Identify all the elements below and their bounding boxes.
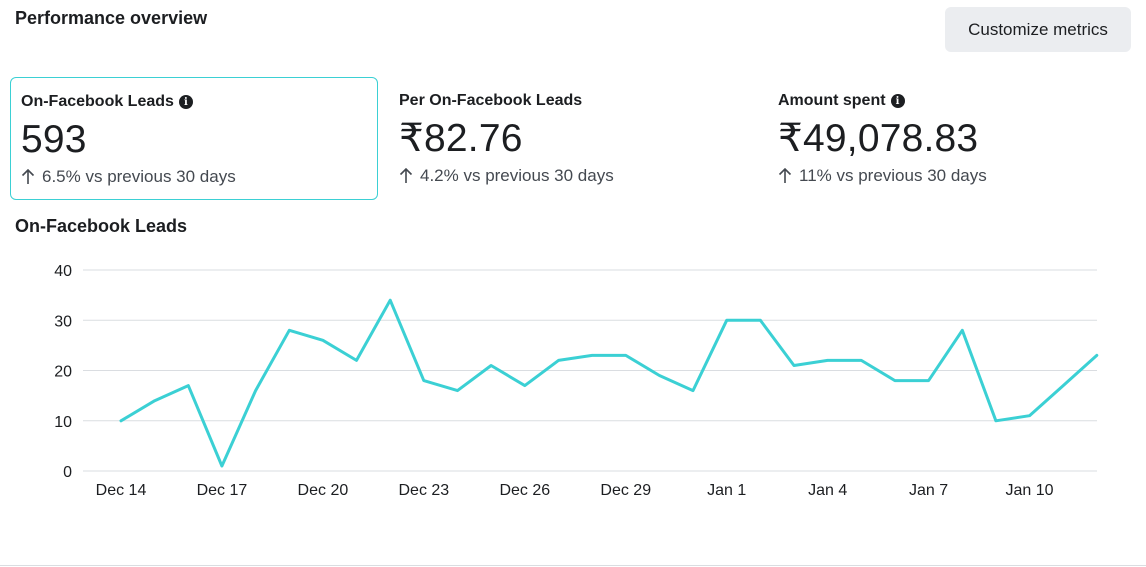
arrow-up-icon <box>21 169 35 184</box>
metric-delta-text: 11% vs previous 30 days <box>799 166 987 185</box>
info-icon[interactable]: i <box>890 94 905 108</box>
x-tick-label: Jan 4 <box>808 482 847 499</box>
x-tick-label: Jan 1 <box>707 482 746 499</box>
y-tick-label: 0 <box>63 464 72 481</box>
metric-value: ₹49,078.83 <box>778 117 979 160</box>
arrow-up-icon <box>778 168 792 183</box>
x-tick-label: Dec 26 <box>499 482 550 499</box>
metric-value: ₹82.76 <box>399 117 523 160</box>
x-tick-label: Dec 29 <box>600 482 651 499</box>
y-tick-label: 20 <box>54 364 72 381</box>
page-title: Performance overview <box>15 8 208 28</box>
x-tick-label: Dec 23 <box>398 482 449 499</box>
x-tick-label: Dec 20 <box>298 482 349 499</box>
metric-label: Amount spent <box>778 92 886 109</box>
x-tick-label: Dec 17 <box>197 482 248 499</box>
metric-label: On-Facebook Leads <box>21 93 174 110</box>
metric-delta-text: 4.2% vs previous 30 days <box>420 166 614 185</box>
metric-card-leads[interactable]: On-Facebook Leads i 593 6.5% vs previous… <box>10 77 378 200</box>
y-tick-label: 10 <box>54 414 72 431</box>
metric-card-cost-per-lead[interactable]: Per On-Facebook Leads ₹82.76 4.2% vs pre… <box>389 77 759 200</box>
metric-delta-text: 6.5% vs previous 30 days <box>42 167 236 186</box>
metric-card-amount-spent[interactable]: Amount spent i ₹49,078.83 11% vs previou… <box>768 77 1138 200</box>
x-tick-label: Dec 14 <box>96 482 147 499</box>
chart-title: On-Facebook Leads <box>15 216 188 236</box>
metric-value: 593 <box>21 118 87 161</box>
customize-metrics-button[interactable]: Customize metrics <box>945 7 1131 52</box>
arrow-up-icon <box>399 168 413 183</box>
divider <box>0 565 1146 566</box>
series-line <box>119 298 1099 468</box>
y-tick-label: 30 <box>54 313 72 330</box>
x-tick-label: Jan 10 <box>1006 482 1054 499</box>
leads-line-chart: 0 10 20 30 40 Dec 14 Dec 17 Dec 20 Dec 23 Dec 26 D… <box>54 263 1099 499</box>
x-tick-label: Jan 7 <box>909 482 948 499</box>
metric-label: Per On-Facebook Leads <box>399 92 583 109</box>
y-tick-label: 40 <box>54 263 72 280</box>
info-icon[interactable]: i <box>178 95 193 109</box>
